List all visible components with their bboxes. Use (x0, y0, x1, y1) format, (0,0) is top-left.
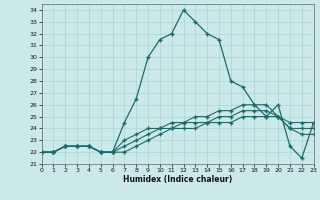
X-axis label: Humidex (Indice chaleur): Humidex (Indice chaleur) (123, 175, 232, 184)
